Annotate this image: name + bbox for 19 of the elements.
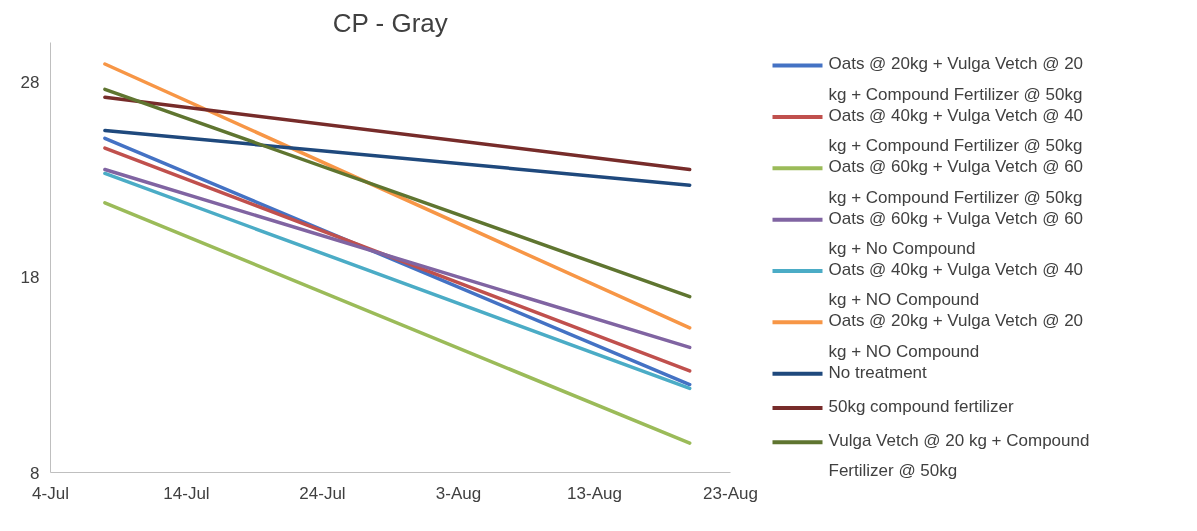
y-tick-label: 28 xyxy=(20,72,40,92)
chart-title: CP - Gray xyxy=(332,7,448,38)
x-tick-label: 23-Aug xyxy=(703,483,758,503)
legend-label: Oats @ 40kg + Vulga Vetch @ 40 kg + NO Compound xyxy=(828,259,1084,310)
legend-label: Vulga Vetch @ 20 kg + Compound Fertilizer @ 50kg xyxy=(828,431,1090,481)
x-tick-label: 14-Jul xyxy=(163,483,210,503)
y-tick-label: 8 xyxy=(30,463,40,483)
x-tick-label: 24-Jul xyxy=(299,483,346,503)
x-tick-label: 4-Jul xyxy=(32,483,69,503)
legend-label: Oats @ 60kg + Vulga Vetch @ 60 kg + No Compound xyxy=(828,208,1084,258)
legend-label: No treatment xyxy=(828,362,928,382)
legend-label: Oats @ 20kg + Vulga Vetch @ 20 kg + NO Compound xyxy=(828,311,1084,361)
legend-label: 50kg compound fertilizer xyxy=(828,396,1015,416)
x-tick-label: 3-Aug xyxy=(435,483,482,503)
legend-label: Oats @ 20kg + Vulga Vetch @ 20 kg + Compound Fertilizer @ 50kg xyxy=(828,54,1084,104)
legend-label: Oats @ 60kg + Vulga Vetch @ 60 kg + Compound Fertilizer @ 50kg xyxy=(828,157,1084,207)
y-tick-label: 18 xyxy=(20,268,40,288)
legend-label: Oats @ 40kg + Vulga Vetch @ 40 kg + Compound Fertilizer @ 50kg xyxy=(828,105,1084,156)
x-tick-label: 13-Aug xyxy=(567,483,622,503)
